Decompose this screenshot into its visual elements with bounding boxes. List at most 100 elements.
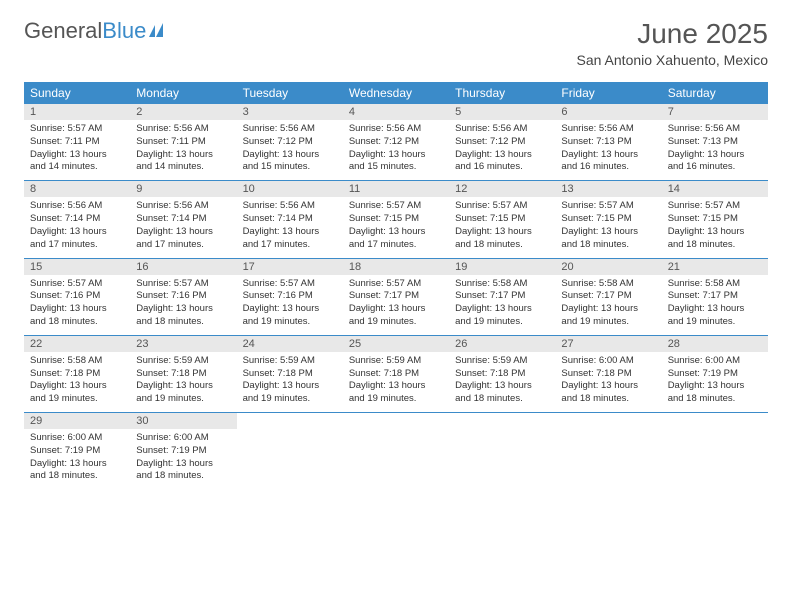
empty-cell bbox=[449, 413, 555, 489]
day-daylight: Daylight: 13 hours and 14 minutes. bbox=[30, 149, 124, 175]
week-row: 8Sunrise: 5:56 AMSunset: 7:14 PMDaylight… bbox=[24, 181, 768, 258]
day-sunset: Sunset: 7:18 PM bbox=[243, 368, 337, 381]
day-cell: 28Sunrise: 6:00 AMSunset: 7:19 PMDayligh… bbox=[662, 336, 768, 412]
day-sunset: Sunset: 7:11 PM bbox=[136, 136, 230, 149]
day-sunrise: Sunrise: 5:57 AM bbox=[136, 278, 230, 291]
day-number: 27 bbox=[555, 336, 661, 352]
day-sunrise: Sunrise: 5:58 AM bbox=[561, 278, 655, 291]
day-body: Sunrise: 5:58 AMSunset: 7:17 PMDaylight:… bbox=[662, 275, 768, 335]
empty-cell bbox=[237, 413, 343, 489]
day-number: 29 bbox=[24, 413, 130, 429]
day-daylight: Daylight: 13 hours and 14 minutes. bbox=[136, 149, 230, 175]
day-sunset: Sunset: 7:13 PM bbox=[561, 136, 655, 149]
day-sunset: Sunset: 7:14 PM bbox=[136, 213, 230, 226]
day-daylight: Daylight: 13 hours and 19 minutes. bbox=[455, 303, 549, 329]
day-sunset: Sunset: 7:17 PM bbox=[455, 290, 549, 303]
day-sunrise: Sunrise: 5:59 AM bbox=[136, 355, 230, 368]
day-body: Sunrise: 5:56 AMSunset: 7:12 PMDaylight:… bbox=[449, 120, 555, 180]
day-daylight: Daylight: 13 hours and 18 minutes. bbox=[455, 380, 549, 406]
day-daylight: Daylight: 13 hours and 19 minutes. bbox=[668, 303, 762, 329]
day-body: Sunrise: 5:59 AMSunset: 7:18 PMDaylight:… bbox=[449, 352, 555, 412]
day-sunset: Sunset: 7:15 PM bbox=[668, 213, 762, 226]
day-sunrise: Sunrise: 5:56 AM bbox=[668, 123, 762, 136]
day-body: Sunrise: 6:00 AMSunset: 7:19 PMDaylight:… bbox=[662, 352, 768, 412]
day-cell: 29Sunrise: 6:00 AMSunset: 7:19 PMDayligh… bbox=[24, 413, 130, 489]
day-body: Sunrise: 6:00 AMSunset: 7:18 PMDaylight:… bbox=[555, 352, 661, 412]
day-number: 28 bbox=[662, 336, 768, 352]
day-number: 25 bbox=[343, 336, 449, 352]
week-row: 1Sunrise: 5:57 AMSunset: 7:11 PMDaylight… bbox=[24, 104, 768, 181]
day-sunset: Sunset: 7:19 PM bbox=[136, 445, 230, 458]
day-sunrise: Sunrise: 5:56 AM bbox=[243, 123, 337, 136]
day-header: Tuesday bbox=[237, 82, 343, 104]
day-cell: 3Sunrise: 5:56 AMSunset: 7:12 PMDaylight… bbox=[237, 104, 343, 180]
day-body: Sunrise: 5:57 AMSunset: 7:15 PMDaylight:… bbox=[662, 197, 768, 257]
day-sunrise: Sunrise: 6:00 AM bbox=[668, 355, 762, 368]
day-cell: 8Sunrise: 5:56 AMSunset: 7:14 PMDaylight… bbox=[24, 181, 130, 257]
day-cell: 9Sunrise: 5:56 AMSunset: 7:14 PMDaylight… bbox=[130, 181, 236, 257]
day-number: 16 bbox=[130, 259, 236, 275]
week-row: 15Sunrise: 5:57 AMSunset: 7:16 PMDayligh… bbox=[24, 259, 768, 336]
day-cell: 24Sunrise: 5:59 AMSunset: 7:18 PMDayligh… bbox=[237, 336, 343, 412]
day-sunset: Sunset: 7:17 PM bbox=[561, 290, 655, 303]
week-row: 22Sunrise: 5:58 AMSunset: 7:18 PMDayligh… bbox=[24, 336, 768, 413]
day-sunset: Sunset: 7:12 PM bbox=[349, 136, 443, 149]
day-daylight: Daylight: 13 hours and 16 minutes. bbox=[455, 149, 549, 175]
day-cell: 12Sunrise: 5:57 AMSunset: 7:15 PMDayligh… bbox=[449, 181, 555, 257]
day-body: Sunrise: 5:58 AMSunset: 7:17 PMDaylight:… bbox=[555, 275, 661, 335]
day-sunrise: Sunrise: 5:57 AM bbox=[30, 278, 124, 291]
day-sunrise: Sunrise: 5:59 AM bbox=[349, 355, 443, 368]
day-daylight: Daylight: 13 hours and 15 minutes. bbox=[243, 149, 337, 175]
day-sunset: Sunset: 7:18 PM bbox=[455, 368, 549, 381]
day-cell: 18Sunrise: 5:57 AMSunset: 7:17 PMDayligh… bbox=[343, 259, 449, 335]
day-daylight: Daylight: 13 hours and 18 minutes. bbox=[136, 458, 230, 484]
day-number: 2 bbox=[130, 104, 236, 120]
day-sunset: Sunset: 7:17 PM bbox=[349, 290, 443, 303]
day-cell: 16Sunrise: 5:57 AMSunset: 7:16 PMDayligh… bbox=[130, 259, 236, 335]
day-sunrise: Sunrise: 5:58 AM bbox=[30, 355, 124, 368]
day-sunrise: Sunrise: 5:58 AM bbox=[668, 278, 762, 291]
day-number: 9 bbox=[130, 181, 236, 197]
day-sunrise: Sunrise: 5:57 AM bbox=[349, 278, 443, 291]
empty-cell bbox=[555, 413, 661, 489]
day-number: 5 bbox=[449, 104, 555, 120]
day-cell: 4Sunrise: 5:56 AMSunset: 7:12 PMDaylight… bbox=[343, 104, 449, 180]
day-cell: 5Sunrise: 5:56 AMSunset: 7:12 PMDaylight… bbox=[449, 104, 555, 180]
day-daylight: Daylight: 13 hours and 18 minutes. bbox=[561, 380, 655, 406]
day-daylight: Daylight: 13 hours and 19 minutes. bbox=[349, 303, 443, 329]
page-header: GeneralBlue June 2025 San Antonio Xahuen… bbox=[24, 18, 768, 68]
day-sunset: Sunset: 7:18 PM bbox=[349, 368, 443, 381]
day-body: Sunrise: 5:56 AMSunset: 7:13 PMDaylight:… bbox=[662, 120, 768, 180]
day-body: Sunrise: 5:57 AMSunset: 7:16 PMDaylight:… bbox=[130, 275, 236, 335]
day-body: Sunrise: 5:57 AMSunset: 7:16 PMDaylight:… bbox=[24, 275, 130, 335]
day-sunrise: Sunrise: 5:56 AM bbox=[243, 200, 337, 213]
day-sunset: Sunset: 7:19 PM bbox=[668, 368, 762, 381]
day-cell: 17Sunrise: 5:57 AMSunset: 7:16 PMDayligh… bbox=[237, 259, 343, 335]
day-sunrise: Sunrise: 5:56 AM bbox=[455, 123, 549, 136]
day-cell: 7Sunrise: 5:56 AMSunset: 7:13 PMDaylight… bbox=[662, 104, 768, 180]
day-daylight: Daylight: 13 hours and 19 minutes. bbox=[561, 303, 655, 329]
day-daylight: Daylight: 13 hours and 17 minutes. bbox=[349, 226, 443, 252]
day-daylight: Daylight: 13 hours and 19 minutes. bbox=[136, 380, 230, 406]
day-cell: 22Sunrise: 5:58 AMSunset: 7:18 PMDayligh… bbox=[24, 336, 130, 412]
day-cell: 10Sunrise: 5:56 AMSunset: 7:14 PMDayligh… bbox=[237, 181, 343, 257]
day-number: 19 bbox=[449, 259, 555, 275]
day-body: Sunrise: 5:56 AMSunset: 7:14 PMDaylight:… bbox=[24, 197, 130, 257]
day-sunset: Sunset: 7:18 PM bbox=[136, 368, 230, 381]
day-number: 15 bbox=[24, 259, 130, 275]
day-header: Monday bbox=[130, 82, 236, 104]
day-header: Friday bbox=[555, 82, 661, 104]
day-sunrise: Sunrise: 5:59 AM bbox=[455, 355, 549, 368]
day-sunset: Sunset: 7:15 PM bbox=[561, 213, 655, 226]
day-body: Sunrise: 5:56 AMSunset: 7:14 PMDaylight:… bbox=[237, 197, 343, 257]
day-body: Sunrise: 5:56 AMSunset: 7:12 PMDaylight:… bbox=[343, 120, 449, 180]
day-body: Sunrise: 5:57 AMSunset: 7:16 PMDaylight:… bbox=[237, 275, 343, 335]
day-sunset: Sunset: 7:13 PM bbox=[668, 136, 762, 149]
empty-cell bbox=[343, 413, 449, 489]
day-number: 21 bbox=[662, 259, 768, 275]
day-header: Sunday bbox=[24, 82, 130, 104]
day-body: Sunrise: 6:00 AMSunset: 7:19 PMDaylight:… bbox=[130, 429, 236, 489]
day-daylight: Daylight: 13 hours and 18 minutes. bbox=[455, 226, 549, 252]
day-sunrise: Sunrise: 5:57 AM bbox=[30, 123, 124, 136]
day-sunrise: Sunrise: 6:00 AM bbox=[30, 432, 124, 445]
